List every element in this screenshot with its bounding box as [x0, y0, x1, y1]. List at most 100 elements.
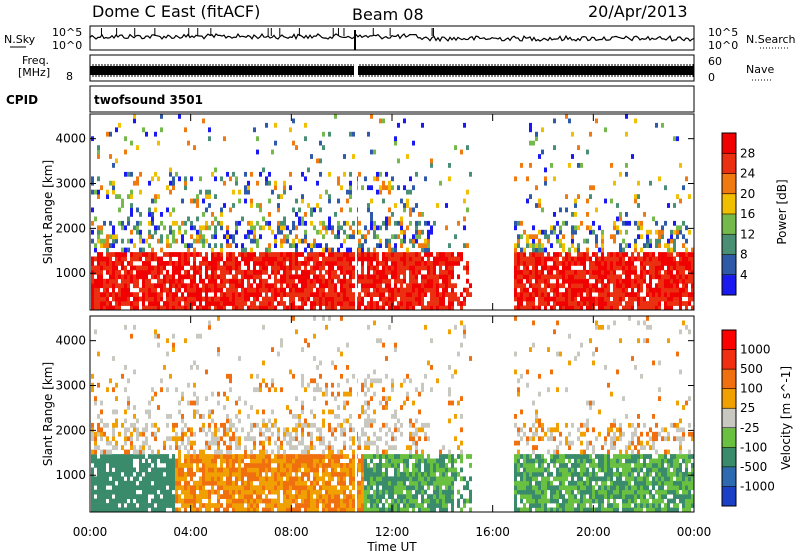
rti-cell — [553, 292, 556, 297]
rti-cell — [211, 409, 214, 415]
rti-cell — [586, 149, 589, 155]
rti-cell — [184, 422, 187, 428]
rti-cell — [688, 292, 691, 297]
rti-cell — [448, 292, 451, 297]
rti-cell — [136, 278, 139, 284]
rti-cell — [259, 305, 262, 311]
rti-cell — [271, 476, 274, 482]
rti-cell — [196, 198, 199, 204]
rti-cell — [268, 225, 271, 231]
rti-cell — [667, 305, 670, 311]
rti-cell — [112, 269, 115, 275]
date-title: 20/Apr/2013 — [588, 2, 688, 21]
rti-cell — [691, 296, 694, 302]
rti-cell — [304, 480, 307, 486]
rti-cell — [580, 296, 583, 302]
rti-cell — [139, 503, 142, 508]
rti-cell — [277, 301, 280, 306]
rti-cell — [607, 261, 610, 266]
rti-cell — [376, 171, 379, 177]
rti-cell — [190, 278, 193, 284]
rti-cell — [547, 274, 550, 280]
rti-cell — [160, 485, 163, 491]
rti-cell — [610, 274, 613, 280]
rti-cell — [226, 494, 229, 499]
rti-cell — [178, 409, 181, 415]
rti-cell — [91, 458, 94, 464]
rti-cell — [562, 261, 565, 266]
rti-cell — [208, 467, 211, 473]
rti-cell — [391, 498, 394, 504]
rti-cell — [283, 494, 286, 499]
rti-cell — [214, 507, 217, 513]
rti-cell — [217, 471, 220, 477]
rti-cell — [115, 127, 118, 133]
rti-cell — [169, 458, 172, 464]
rti-cell — [178, 256, 181, 262]
rti-cell — [418, 243, 421, 248]
rti-cell — [610, 305, 613, 311]
rti-cell — [388, 292, 391, 297]
rti-cell — [268, 503, 271, 508]
rti-cell — [643, 252, 646, 257]
rti-cell — [301, 220, 304, 226]
rti-cell — [556, 234, 559, 240]
rti-cell — [286, 305, 289, 311]
rti-cell — [418, 287, 421, 293]
rti-cell — [304, 454, 307, 459]
rti-cell — [307, 476, 310, 482]
rti-cell — [439, 261, 442, 266]
rti-cell — [169, 229, 172, 235]
rti-cell — [322, 220, 325, 226]
rti-cell — [166, 494, 169, 499]
rti-cell — [208, 440, 211, 446]
rti-cell — [112, 427, 115, 433]
rti-cell — [145, 503, 148, 508]
rti-cell — [385, 225, 388, 231]
rti-cell — [388, 247, 391, 253]
rti-cell — [262, 480, 265, 486]
rti-cell — [385, 296, 388, 302]
rti-cell — [241, 301, 244, 306]
rti-cell — [319, 140, 322, 146]
rti-cell — [118, 256, 121, 262]
rti-cell — [283, 431, 286, 437]
rti-cell — [394, 220, 397, 226]
rti-cell — [310, 458, 313, 464]
rti-cell — [373, 278, 376, 284]
rti-cell — [202, 480, 205, 486]
rti-cell — [676, 283, 679, 289]
rti-cell — [352, 440, 355, 446]
rti-cell — [133, 305, 136, 311]
rti-cell — [448, 278, 451, 284]
rti-cell — [388, 494, 391, 499]
rti-cell — [307, 471, 310, 477]
rti-cell — [178, 463, 181, 468]
rti-cell — [127, 449, 130, 455]
rti-cell — [289, 171, 292, 177]
rti-cell — [94, 489, 97, 495]
rti-cell — [124, 225, 127, 231]
rti-cell — [556, 261, 559, 266]
rti-cell — [100, 400, 103, 406]
rti-cell — [625, 243, 628, 248]
rti-cell — [403, 234, 406, 240]
rti-cell — [328, 252, 331, 257]
rti-cell — [97, 301, 100, 306]
rti-cell — [136, 498, 139, 504]
rti-cell — [91, 296, 94, 302]
rti-cell — [328, 476, 331, 482]
rti-cell — [649, 238, 652, 244]
rti-cell — [253, 440, 256, 446]
rti-cell — [142, 269, 145, 275]
rti-cell — [334, 114, 337, 119]
rti-cell — [607, 274, 610, 280]
rti-cell — [220, 252, 223, 257]
rti-cell — [628, 296, 631, 302]
y-tick-label: 2000 — [55, 221, 86, 235]
rti-cell — [568, 274, 571, 280]
rti-cell — [241, 274, 244, 280]
colorbar-tick-label: 16 — [740, 207, 755, 221]
rti-cell — [361, 252, 364, 257]
rti-cell — [94, 454, 97, 459]
